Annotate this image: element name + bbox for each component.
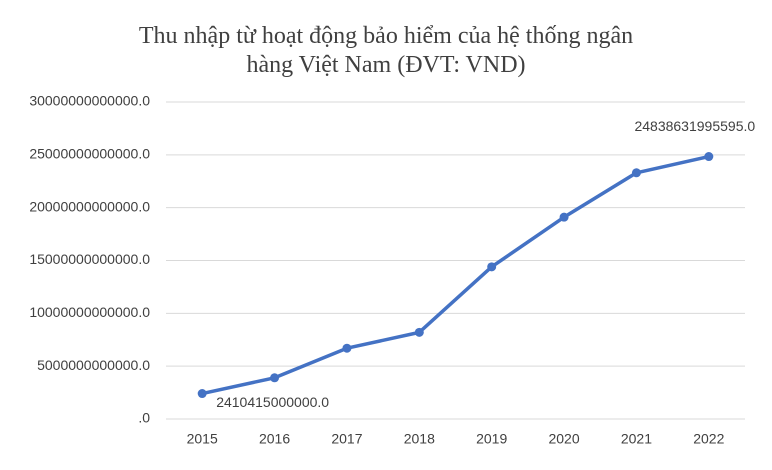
- data-label: 24838631995595.0: [634, 118, 755, 134]
- x-tick-label: 2019: [476, 431, 507, 447]
- data-label: 2410415000000.0: [216, 394, 329, 410]
- y-tick-label: 20000000000000.0: [29, 198, 150, 214]
- y-tick-label: 10000000000000.0: [29, 304, 150, 320]
- data-point: [559, 212, 569, 222]
- y-tick-label: 15000000000000.0: [29, 251, 150, 267]
- x-tick-label: 2015: [187, 431, 218, 447]
- data-point: [197, 389, 207, 399]
- x-tick-label: 2022: [693, 431, 724, 447]
- chart-title: Thu nhập từ hoạt động bảo hiểm của hệ th…: [138, 23, 634, 78]
- y-tick-label: .0: [138, 410, 150, 426]
- y-tick-label: 25000000000000.0: [29, 146, 150, 162]
- y-tick-label: 30000000000000.0: [29, 93, 150, 109]
- data-point: [414, 327, 424, 337]
- data-point: [631, 168, 641, 178]
- x-tick-label: 2021: [621, 431, 652, 447]
- data-point: [704, 152, 714, 162]
- data-point: [342, 343, 352, 353]
- data-point: [270, 373, 280, 383]
- x-tick-label: 2016: [259, 431, 290, 447]
- x-tick-label: 2018: [404, 431, 435, 447]
- data-point: [487, 262, 497, 272]
- data-line: [200, 154, 711, 396]
- y-tick-label: 5000000000000.0: [37, 357, 150, 373]
- x-tick-label: 2020: [548, 431, 579, 447]
- x-tick-label: 2017: [331, 431, 362, 447]
